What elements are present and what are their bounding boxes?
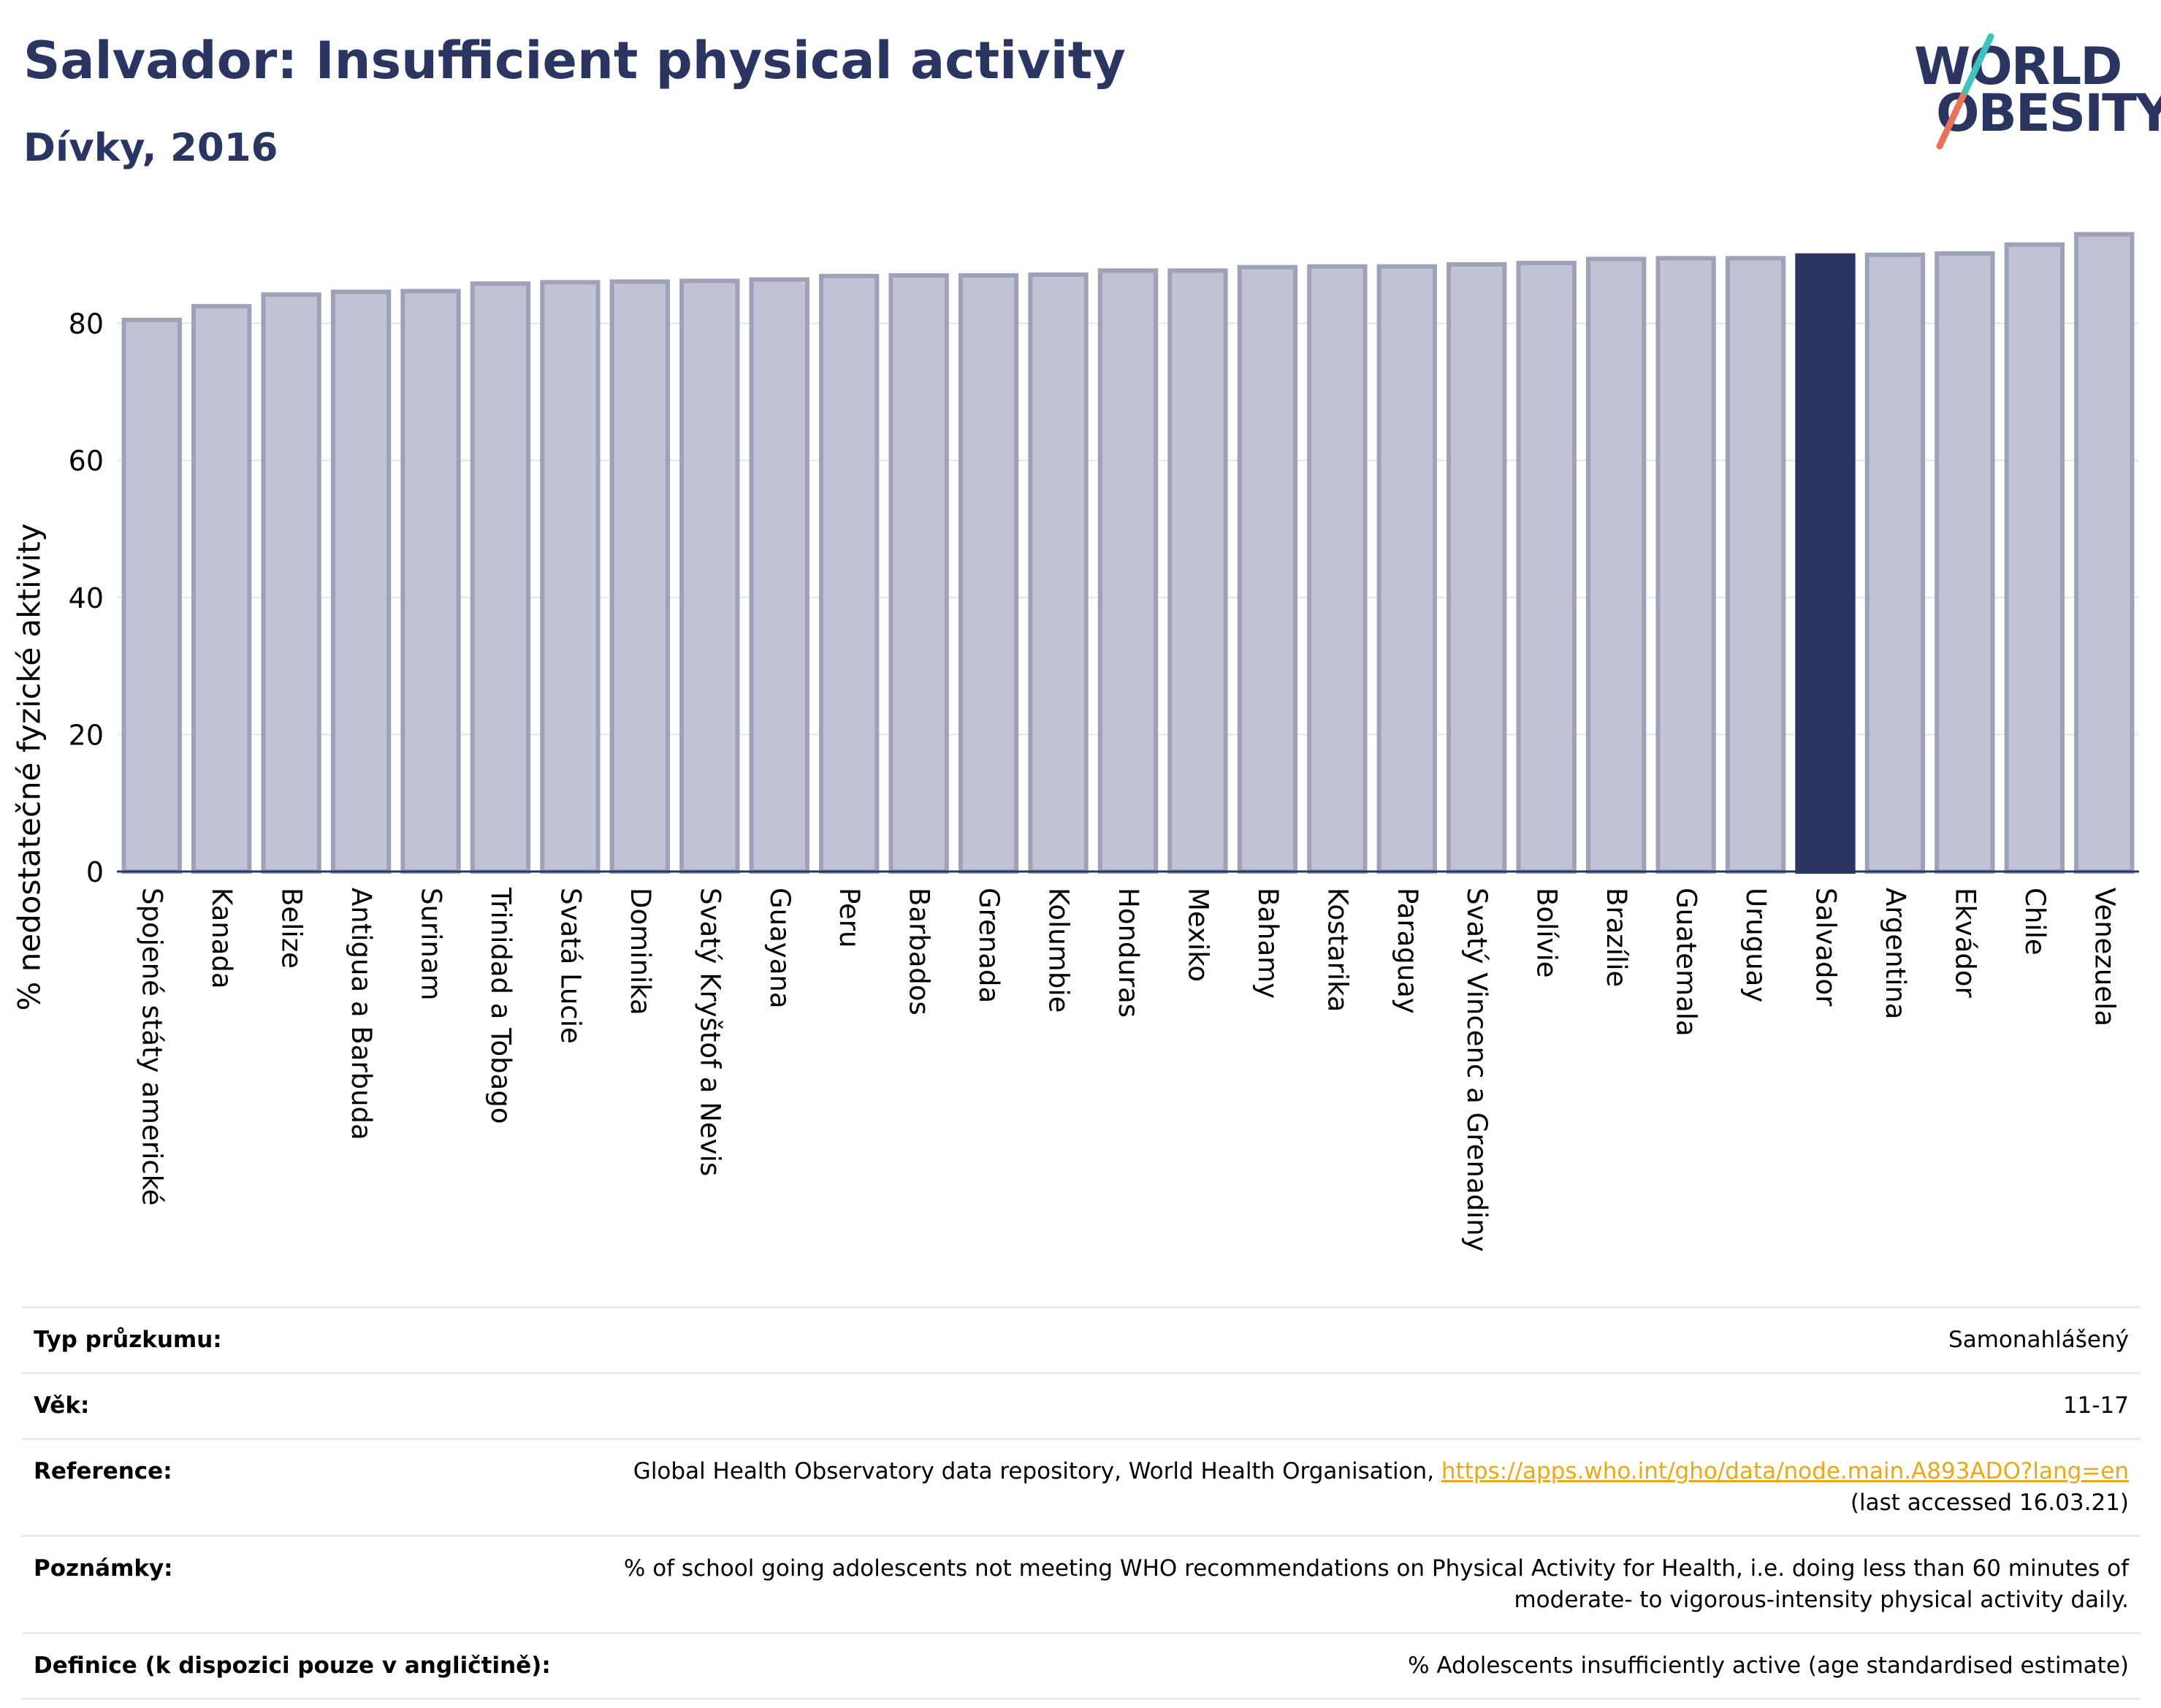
bar	[1864, 252, 1926, 874]
info-label: Poznámky:	[34, 1555, 173, 1582]
x-tick-label: Argentina	[1880, 888, 1911, 1019]
bar-highlighted	[1795, 253, 1856, 874]
bar	[191, 304, 252, 874]
info-row-definition: Definice (k dispozici pouze v angličtině…	[22, 1633, 2141, 1699]
chart-title: Salvador: Insufficient physical activity	[23, 31, 1126, 91]
info-value: Samonahlášený	[1948, 1327, 2129, 1353]
y-tick-label: 0	[86, 856, 104, 888]
x-tick-label: Grenada	[973, 888, 1005, 1003]
logo-slash-icon	[1936, 33, 1994, 150]
x-tick-label: Chile	[2019, 888, 2051, 956]
x-tick-label: Uruguay	[1740, 888, 1772, 1002]
logo-word-obesity: OBESITY	[1936, 83, 2161, 143]
chart-subtitle: Dívky, 2016	[23, 126, 278, 170]
x-tick-label: Spojené státy americké	[137, 888, 168, 1205]
info-table: Typ průzkumu: Samonahlášený Věk: 11-17 R…	[22, 1306, 2141, 1700]
bar	[1935, 251, 1995, 874]
x-tick-label: Venezuela	[2089, 888, 2120, 1026]
reference-link[interactable]: https://apps.who.int/gho/data/node.main.…	[1441, 1458, 2129, 1484]
bar	[1516, 261, 1577, 874]
x-tick-label: Kolumbie	[1043, 888, 1075, 1013]
bar	[749, 277, 809, 874]
reference-text: Global Health Observatory data repositor…	[633, 1458, 1441, 1484]
x-tick-label: Surinam	[416, 888, 447, 1001]
bar	[1447, 262, 1507, 874]
bar	[1655, 256, 1716, 874]
bar	[609, 279, 671, 874]
x-tick-label: Dominika	[625, 888, 656, 1015]
info-row-notes: Poznámky: % of school going adolescents …	[22, 1536, 2141, 1633]
x-tick-label: Honduras	[1113, 888, 1144, 1018]
bar	[819, 273, 880, 874]
logo-word-world: WORLD	[1914, 37, 2122, 96]
info-value: 11-17	[2062, 1392, 2129, 1419]
bar	[2004, 242, 2065, 874]
bar	[2074, 232, 2135, 874]
bar	[470, 281, 531, 874]
reference-accessed: (last accessed 16.03.21)	[1850, 1490, 2129, 1516]
info-value: Global Health Observatory data repositor…	[563, 1439, 2141, 1536]
bar	[1376, 264, 1437, 874]
x-tick-label: Kostarika	[1322, 888, 1353, 1012]
x-tick-label: Trinidad a Tobago	[485, 887, 517, 1124]
x-tick-label: Kanada	[206, 888, 237, 989]
bar	[261, 292, 321, 874]
x-tick-label: Bolívie	[1531, 888, 1563, 978]
y-tick-label: 20	[69, 719, 104, 751]
bar	[1028, 272, 1089, 874]
y-tick-label: 40	[69, 582, 104, 614]
info-label: Věk:	[34, 1392, 90, 1419]
x-tick-label: Paraguay	[1392, 888, 1423, 1014]
bar	[958, 272, 1019, 874]
bar	[540, 280, 601, 874]
info-value: % Adolescents insufficiently active (age…	[1408, 1652, 2129, 1679]
x-tick-label: Belize	[276, 888, 308, 969]
bar	[330, 289, 392, 874]
info-row-survey: Typ průzkumu: Samonahlášený	[22, 1307, 2141, 1373]
x-tick-label: Antigua a Barbuda	[346, 888, 377, 1140]
bar	[679, 278, 740, 874]
y-tick-label: 80	[69, 308, 104, 340]
bar	[1237, 264, 1298, 874]
bar	[121, 317, 182, 874]
bar	[1097, 268, 1159, 874]
info-label: Definice (k dispozici pouze v angličtině…	[34, 1652, 551, 1679]
x-tick-label: Mexiko	[1182, 888, 1213, 982]
x-tick-label: Barbados	[904, 888, 935, 1015]
x-tick-label: Bahamy	[1252, 888, 1284, 999]
x-tick-label: Svatá Lucie	[554, 888, 586, 1044]
world-obesity-logo: WORLD OBESITY	[1907, 22, 2161, 153]
info-row-reference: Reference: Global Health Observatory dat…	[22, 1438, 2141, 1536]
info-value: % of school going adolescents not meetin…	[623, 1555, 2129, 1613]
x-tick-label: Svatý Kryštof a Nevis	[694, 888, 725, 1176]
x-tick-label: Svatý Vincenc a Grenadiny	[1461, 888, 1493, 1252]
bar-chart: 0 20 40 60 80 Spojené státy americké Kanada Bel…	[69, 232, 2139, 1252]
bar	[1307, 264, 1368, 874]
x-tick-label: Guatemala	[1671, 888, 1702, 1037]
x-tick-label: Peru	[834, 888, 865, 948]
x-tick-label: Ekvádor	[1949, 888, 1981, 998]
bar	[1725, 256, 1786, 874]
bar	[400, 289, 461, 874]
y-tick-label: 60	[69, 445, 104, 477]
x-tick-label: Guayana	[764, 888, 796, 1009]
info-row-age: Věk: 11-17	[22, 1373, 2141, 1439]
info-label: Reference:	[34, 1458, 172, 1484]
bar	[888, 272, 949, 874]
bar	[1585, 256, 1647, 874]
x-tick-label: Salvador	[1810, 888, 1841, 1007]
bar	[1167, 268, 1228, 874]
info-label: Typ průzkumu:	[34, 1327, 222, 1353]
x-tick-label: Brazílie	[1601, 888, 1632, 987]
